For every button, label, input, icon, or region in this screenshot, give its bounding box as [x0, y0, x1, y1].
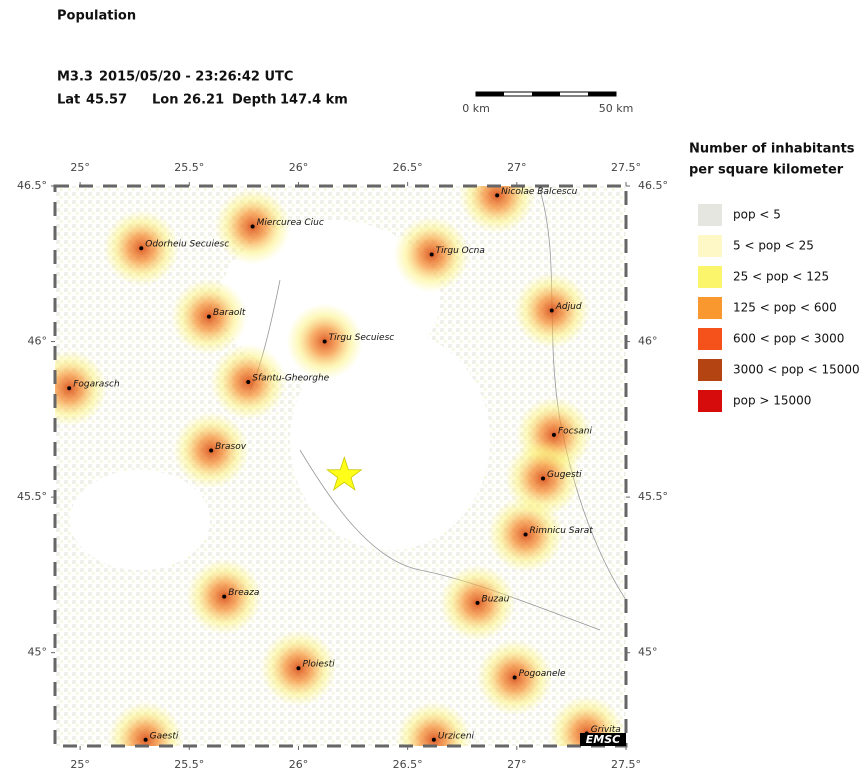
lon-tick-label: 27.5° [611, 161, 641, 174]
lat-tick-label: 45° [638, 646, 658, 659]
legend-label: 600 < pop < 3000 [733, 332, 844, 346]
population-patch [395, 701, 472, 746]
lat-label: Lat [57, 93, 80, 108]
city-dot [296, 666, 301, 671]
city-dot [67, 386, 72, 391]
legend-swatch [698, 204, 722, 226]
city-dot [429, 252, 434, 257]
city-label: Tirgu Ocna [436, 246, 485, 256]
city-label: Brasov [215, 442, 247, 452]
city-dot [431, 737, 436, 742]
city-label: Gugesti [547, 470, 582, 480]
city-dot [250, 224, 255, 229]
lon-label: Lon [152, 93, 178, 108]
city-label: Odorheiu Secuiesc [145, 240, 229, 250]
legend-label: pop < 5 [733, 208, 781, 222]
lon-tick-label: 26.5° [393, 758, 423, 771]
lon-tick-label: 26.5° [393, 161, 423, 174]
lat-tick-label: 46.5° [17, 179, 47, 192]
legend-label: 125 < pop < 600 [733, 301, 837, 315]
legend-label: pop > 15000 [733, 394, 811, 408]
city-label: Buzau [482, 594, 510, 604]
city-dot [523, 532, 528, 537]
legend-title: Number of inhabitants [689, 142, 855, 157]
map-area [55, 186, 626, 746]
lon-tick-label: 27° [507, 758, 527, 771]
lon-tick-label: 25.5° [174, 758, 204, 771]
legend-swatch [698, 390, 722, 412]
lon-tick-label: 25° [70, 758, 90, 771]
title: Population [57, 9, 136, 24]
city-label: Urziceni [438, 731, 475, 741]
datetime: 2015/05/20 - 23:26:42 UTC [99, 70, 293, 85]
city-dot [495, 193, 500, 198]
scale-end: 50 km [599, 102, 634, 115]
city-label: Adjud [555, 302, 582, 312]
scale-start: 0 km [462, 102, 490, 115]
city-label: Ploiesti [302, 660, 335, 670]
legend-title: per square kilometer [689, 163, 844, 178]
city-dot [322, 339, 327, 344]
logo-box [580, 733, 626, 746]
population-patch [459, 186, 536, 234]
city-label: Breaza [228, 588, 259, 598]
legend-swatch [698, 297, 722, 319]
epicenter [325, 456, 363, 491]
lat: 45.57 [86, 93, 127, 108]
city-dot [139, 246, 144, 251]
lon-tick-label: 27° [507, 161, 527, 174]
city-label: Rimnicu Sarat [530, 526, 594, 536]
legend-label: 5 < pop < 25 [733, 239, 814, 253]
city-label: Fogarasch [73, 380, 120, 390]
legend-swatch [698, 266, 722, 288]
city-label: Sfantu-Gheorghe [252, 374, 329, 384]
city-dot [584, 731, 589, 736]
magnitude: M3.3 [57, 70, 93, 85]
city-label: Baraolt [213, 308, 246, 318]
city-dot [246, 380, 251, 384]
legend-swatch [698, 235, 722, 257]
legend-label: 3000 < pop < 15000 [733, 363, 860, 377]
city-dot [475, 600, 480, 605]
city-dot [541, 476, 546, 481]
lat-tick-label: 46° [28, 335, 48, 348]
city-label: Gaesti [150, 731, 179, 741]
map-frame [53, 184, 628, 748]
lon: 26.21 [183, 93, 224, 108]
lat-tick-label: 45° [28, 646, 48, 659]
legend-swatch [698, 359, 722, 381]
city-label: Tirgu Secuiesc [329, 333, 395, 343]
lon-tick-label: 26° [289, 758, 309, 771]
depth-label: Depth [232, 93, 276, 108]
lat-tick-label: 45.5° [638, 490, 668, 503]
city-dot [512, 675, 517, 680]
city-dot [143, 737, 148, 742]
city-label: Focsani [558, 426, 593, 436]
lon-tick-label: 26° [289, 161, 309, 174]
city-dot [551, 432, 556, 437]
legend-label: 25 < pop < 125 [733, 270, 829, 284]
legend-swatch [698, 328, 722, 350]
lat-tick-label: 46° [638, 335, 658, 348]
scale-bar [475, 91, 617, 97]
city-dot [222, 594, 227, 599]
logo: EMSC [586, 733, 620, 746]
city-label: Nicolae Balcescu [501, 187, 577, 197]
city-label: Pogoanele [519, 669, 566, 679]
lon-tick-label: 25.5° [174, 161, 204, 174]
lon-tick-label: 25° [70, 161, 90, 174]
lat-tick-label: 45.5° [17, 490, 47, 503]
city-dot [209, 448, 214, 453]
lat-tick-label: 46.5° [638, 179, 668, 192]
city-label: Miercurea Ciuc [257, 218, 324, 228]
city-dot [549, 308, 554, 313]
city-label: Grivita [591, 725, 621, 735]
depth: 147.4 km [280, 93, 348, 108]
lon-tick-label: 27.5° [611, 758, 641, 771]
population-patch [107, 701, 184, 746]
city-dot [206, 314, 211, 319]
population-patch [55, 350, 108, 427]
